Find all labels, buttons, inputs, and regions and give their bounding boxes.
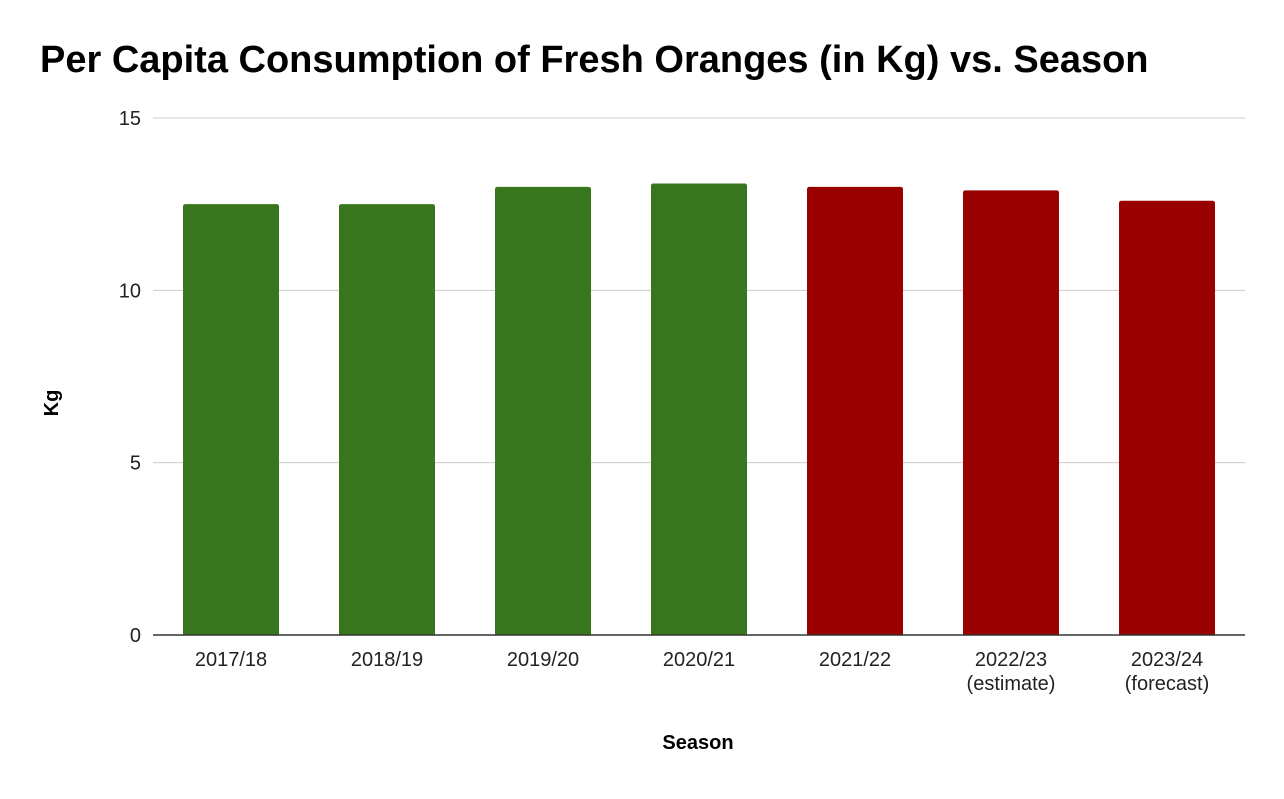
bar xyxy=(1119,200,1215,635)
chart-title: Per Capita Consumption of Fresh Oranges … xyxy=(40,39,1149,81)
bar xyxy=(807,186,903,635)
x-tick-label: 2018/19 xyxy=(351,649,423,671)
x-axis-title: Season xyxy=(662,732,733,754)
x-tick-label: (forecast) xyxy=(1125,673,1209,695)
y-tick-label: 0 xyxy=(130,625,141,647)
bar xyxy=(495,186,591,635)
bar xyxy=(651,183,747,635)
bar xyxy=(339,204,435,635)
y-tick-label: 5 xyxy=(130,453,141,475)
y-tick-label: 15 xyxy=(119,108,141,130)
bar xyxy=(963,190,1059,635)
y-axis-ticks: 0 5 10 15 xyxy=(119,108,141,647)
x-tick-label: 2023/24 xyxy=(1131,649,1203,671)
x-tick-label: 2019/20 xyxy=(507,649,579,671)
x-tick-label: 2020/21 xyxy=(663,649,735,671)
bars xyxy=(183,183,1215,635)
x-tick-label: 2022/23 xyxy=(975,649,1047,671)
y-tick-label: 10 xyxy=(119,280,141,302)
x-tick-label: 2017/18 xyxy=(195,649,267,671)
x-tick-label: (estimate) xyxy=(967,673,1056,695)
x-tick-label: 2021/22 xyxy=(819,649,891,671)
bar xyxy=(183,204,279,635)
x-axis-ticks: 2017/18 2018/19 2019/20 2020/21 2021/22 2022/… xyxy=(195,649,1209,695)
y-axis-title: Kg xyxy=(41,390,63,417)
